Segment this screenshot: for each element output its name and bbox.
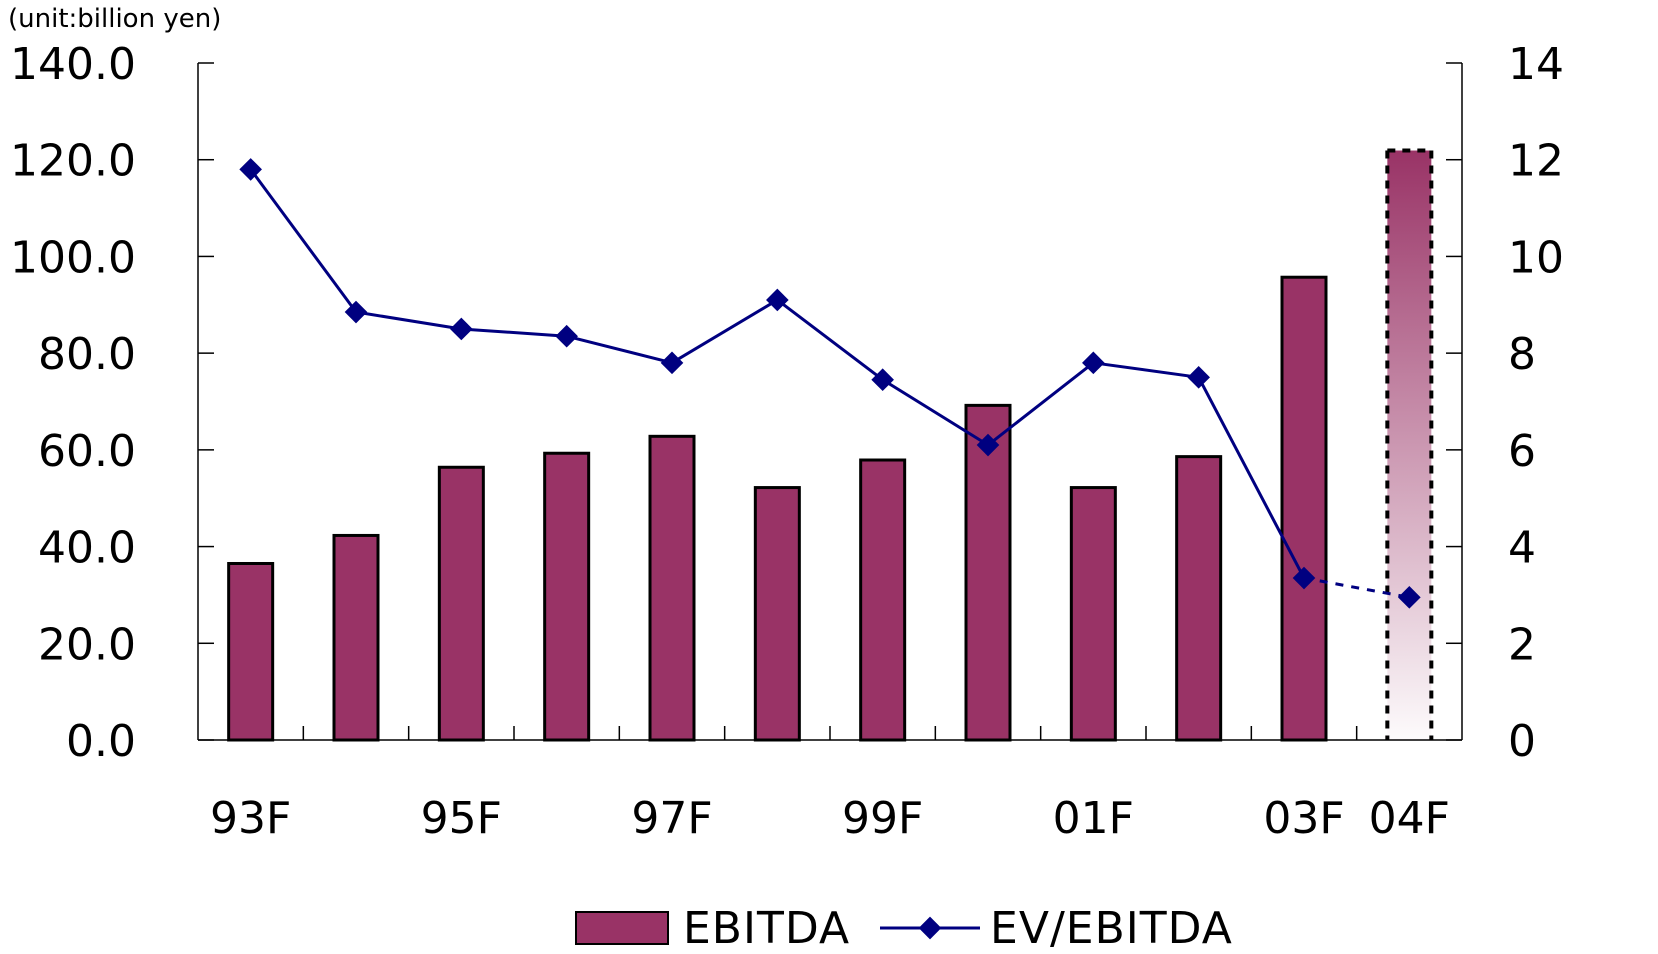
x-tick-label: 93F <box>210 793 291 844</box>
y-right-tick-label: 10 <box>1508 232 1564 283</box>
x-tick-label: 97F <box>631 793 712 844</box>
line-segment <box>776 298 884 381</box>
y-left-tick-label: 120.0 <box>10 136 136 187</box>
y-left-tick-label: 0.0 <box>66 716 136 767</box>
line-marker <box>1398 586 1421 609</box>
y-left-tick-label: 140.0 <box>10 39 136 90</box>
line-segment <box>566 334 673 365</box>
y-right-tick-label: 4 <box>1508 523 1536 574</box>
x-tick-label: 03F <box>1263 793 1344 844</box>
line-segment-dashed <box>1303 576 1410 599</box>
legend-item-ebitda: EBITDA <box>575 903 850 954</box>
axes <box>197 62 1463 741</box>
bar <box>753 486 801 742</box>
line-segment <box>1093 361 1199 379</box>
y-left-tick-label: 20.0 <box>38 619 136 670</box>
line-marker <box>976 433 1000 457</box>
tick-labels: 0.0 20.0 40.0 60.0 80.0 100.0 120.0 140.0 0 2 4 6 8 1… <box>10 39 1564 844</box>
y-left-tick-label: 40.0 <box>38 523 136 574</box>
y-right-tick-label: 8 <box>1508 329 1536 380</box>
line-marker <box>660 351 684 375</box>
y-left-tick-label: 100.0 <box>10 232 136 283</box>
bars <box>227 148 1434 742</box>
line-marker <box>450 317 473 341</box>
x-tick-label: 95F <box>421 793 502 844</box>
y-right-tick-label: 2 <box>1508 619 1536 670</box>
bar <box>543 451 591 742</box>
bar <box>437 465 485 742</box>
line-segment <box>461 327 567 338</box>
line-marker <box>1187 366 1210 389</box>
bar <box>1280 275 1328 742</box>
bar <box>332 533 380 742</box>
ev-ebitda-line <box>239 158 1421 609</box>
legend-label-ev-ebitda: EV/EBITDA <box>990 902 1233 954</box>
bar <box>859 458 907 742</box>
line-marker <box>1082 351 1105 375</box>
y-right-tick-label: 0 <box>1508 716 1536 767</box>
line-marker <box>766 288 789 312</box>
line-marker <box>555 324 578 348</box>
bar-forecast <box>1387 150 1432 740</box>
line-segment <box>1197 376 1306 579</box>
y-left-tick-label: 60.0 <box>38 426 136 477</box>
y-right-tick-label: 6 <box>1508 426 1536 477</box>
line-segment <box>987 361 1095 447</box>
bar <box>227 561 275 742</box>
line-marker <box>1292 566 1316 590</box>
line-segment <box>671 298 779 365</box>
line-segment <box>355 310 462 331</box>
bar <box>648 434 696 742</box>
line-marker <box>239 158 262 181</box>
line-segment <box>881 378 989 447</box>
bar <box>1069 486 1117 742</box>
bar <box>1175 455 1223 742</box>
line-marker <box>344 300 368 324</box>
line-marker <box>871 368 894 392</box>
line-segment <box>249 168 358 313</box>
legend-bar-swatch <box>575 911 669 945</box>
x-tick-label: 01F <box>1053 793 1134 844</box>
y-right-tick-label: 14 <box>1508 39 1564 90</box>
unit-label: (unit:billion yen) <box>8 4 222 34</box>
legend-item-ev-ebitda: EV/EBITDA <box>880 903 1233 954</box>
x-tick-label: 04F <box>1369 793 1450 844</box>
y-left-tick-label: 80.0 <box>38 329 136 380</box>
x-tick-label: 99F <box>842 793 923 844</box>
y-right-tick-label: 12 <box>1508 136 1564 187</box>
legend: EBITDA EV/EBITDA <box>575 903 1263 954</box>
legend-line-swatch <box>880 916 981 940</box>
legend-label-ebitda: EBITDA <box>683 902 851 954</box>
bar <box>964 403 1012 742</box>
